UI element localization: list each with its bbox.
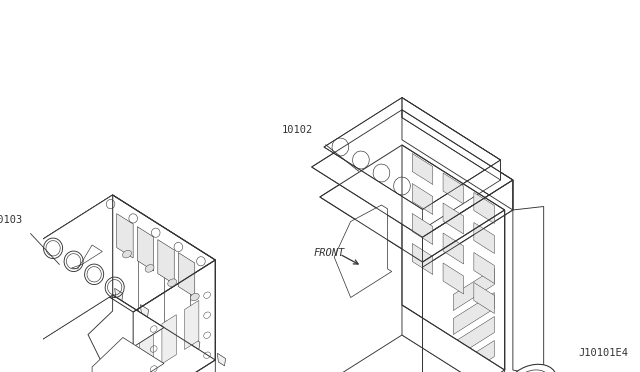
Text: J10101E4: J10101E4	[579, 348, 628, 358]
Polygon shape	[179, 253, 195, 297]
Polygon shape	[324, 97, 500, 209]
Polygon shape	[412, 154, 433, 185]
Polygon shape	[31, 195, 215, 312]
Polygon shape	[137, 227, 154, 271]
Polygon shape	[162, 315, 176, 364]
Ellipse shape	[506, 364, 557, 372]
Polygon shape	[402, 110, 513, 210]
Polygon shape	[402, 97, 500, 180]
Polygon shape	[115, 288, 123, 301]
Polygon shape	[412, 183, 433, 215]
Polygon shape	[412, 214, 433, 244]
Polygon shape	[443, 263, 463, 294]
Polygon shape	[31, 195, 113, 347]
Polygon shape	[218, 353, 225, 366]
Polygon shape	[116, 214, 133, 258]
Polygon shape	[443, 173, 463, 204]
Polygon shape	[140, 329, 154, 372]
Polygon shape	[166, 321, 174, 333]
Polygon shape	[140, 305, 148, 317]
Polygon shape	[453, 340, 494, 372]
Polygon shape	[113, 195, 215, 360]
Polygon shape	[192, 337, 200, 350]
Polygon shape	[72, 245, 102, 269]
Polygon shape	[115, 360, 150, 372]
Polygon shape	[513, 206, 543, 372]
Polygon shape	[412, 244, 433, 275]
Ellipse shape	[122, 250, 131, 258]
Polygon shape	[453, 292, 494, 334]
Polygon shape	[422, 180, 513, 267]
Ellipse shape	[190, 293, 199, 301]
Polygon shape	[474, 222, 494, 253]
Polygon shape	[474, 192, 494, 224]
Text: 10103: 10103	[0, 215, 22, 224]
Polygon shape	[334, 205, 392, 298]
Polygon shape	[320, 145, 505, 262]
Polygon shape	[443, 233, 463, 264]
Polygon shape	[474, 253, 494, 283]
Polygon shape	[453, 269, 494, 311]
Polygon shape	[402, 145, 505, 370]
Text: FRONT: FRONT	[314, 248, 344, 258]
Polygon shape	[184, 301, 199, 350]
Polygon shape	[422, 210, 505, 372]
Polygon shape	[174, 360, 215, 372]
Text: 10102: 10102	[282, 125, 313, 135]
Polygon shape	[443, 203, 463, 234]
Ellipse shape	[168, 279, 177, 286]
Polygon shape	[158, 240, 174, 284]
Polygon shape	[422, 160, 500, 230]
Polygon shape	[402, 305, 505, 372]
Polygon shape	[312, 110, 513, 237]
Polygon shape	[453, 317, 494, 359]
Polygon shape	[88, 295, 164, 372]
Polygon shape	[31, 195, 113, 347]
Polygon shape	[474, 282, 494, 314]
Polygon shape	[92, 337, 164, 372]
Ellipse shape	[145, 264, 154, 272]
Polygon shape	[320, 335, 505, 372]
Polygon shape	[133, 260, 215, 372]
